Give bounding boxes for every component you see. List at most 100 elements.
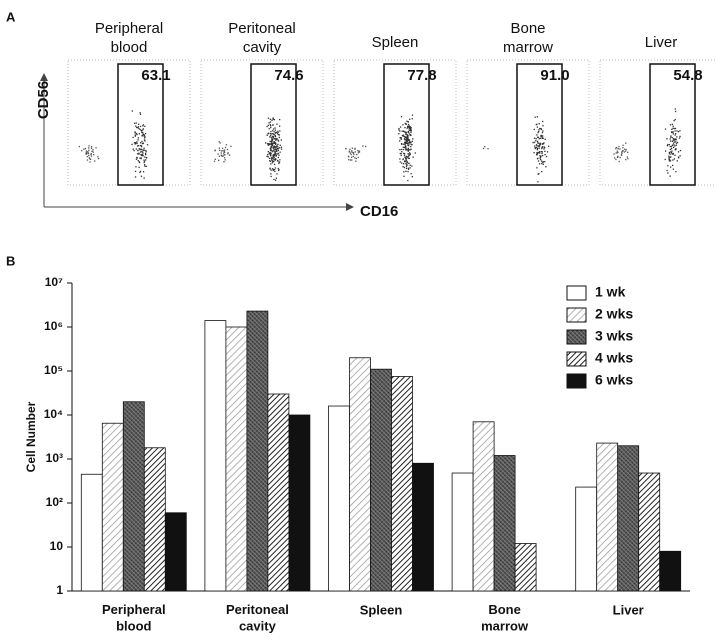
dot bbox=[409, 154, 410, 155]
dot bbox=[277, 133, 278, 134]
dot bbox=[538, 129, 539, 130]
dot bbox=[142, 153, 143, 154]
dot bbox=[670, 146, 671, 147]
bar bbox=[123, 402, 144, 591]
dot bbox=[403, 149, 404, 150]
dot bbox=[140, 142, 141, 143]
dot bbox=[675, 133, 676, 134]
dot bbox=[541, 161, 542, 162]
dot bbox=[138, 124, 139, 125]
dot bbox=[617, 152, 618, 153]
dot bbox=[271, 120, 272, 121]
dot bbox=[677, 142, 678, 143]
dot bbox=[136, 141, 137, 142]
dot bbox=[280, 145, 281, 146]
dot bbox=[409, 119, 410, 120]
dot bbox=[277, 146, 278, 147]
dot bbox=[356, 154, 357, 155]
legend-swatch bbox=[567, 352, 586, 366]
dot bbox=[625, 143, 626, 144]
bar bbox=[452, 473, 473, 591]
dot bbox=[143, 124, 144, 125]
dot bbox=[670, 135, 671, 136]
dot bbox=[536, 167, 537, 168]
dot bbox=[410, 146, 411, 147]
dot bbox=[270, 153, 271, 154]
dot bbox=[277, 132, 278, 133]
dot bbox=[219, 150, 220, 151]
bar bbox=[494, 456, 515, 591]
dot bbox=[270, 135, 271, 136]
dot bbox=[270, 131, 271, 132]
dot bbox=[534, 142, 535, 143]
dot bbox=[405, 136, 406, 137]
dot bbox=[272, 124, 273, 125]
dot bbox=[142, 135, 143, 136]
dot bbox=[271, 147, 272, 148]
dot bbox=[540, 143, 541, 144]
dot bbox=[132, 137, 133, 138]
dot bbox=[273, 148, 274, 149]
dot bbox=[673, 133, 674, 134]
dot bbox=[665, 128, 666, 129]
dot bbox=[544, 161, 545, 162]
dot bbox=[411, 165, 412, 166]
dot bbox=[542, 130, 543, 131]
dot bbox=[403, 147, 404, 148]
dot bbox=[542, 162, 543, 163]
dot bbox=[545, 166, 546, 167]
dot bbox=[281, 147, 282, 148]
dot bbox=[135, 143, 136, 144]
dot bbox=[398, 129, 399, 130]
dot bbox=[278, 170, 279, 171]
x-tick-label: Bonemarrow bbox=[481, 602, 529, 633]
dot bbox=[541, 153, 542, 154]
dot bbox=[404, 142, 405, 143]
dot bbox=[400, 153, 401, 154]
bar bbox=[102, 423, 123, 591]
dot bbox=[408, 149, 409, 150]
dot bbox=[673, 138, 674, 139]
dot bbox=[353, 154, 354, 155]
dot bbox=[412, 157, 413, 158]
dot bbox=[412, 141, 413, 142]
dot bbox=[619, 161, 620, 162]
dot bbox=[268, 125, 269, 126]
dot bbox=[267, 154, 268, 155]
dot bbox=[91, 151, 92, 152]
dot bbox=[275, 133, 276, 134]
dot bbox=[679, 155, 680, 156]
dot bbox=[226, 144, 227, 145]
bar bbox=[618, 446, 639, 591]
dot bbox=[540, 138, 541, 139]
dot bbox=[268, 122, 269, 123]
dot bbox=[483, 148, 484, 149]
dot bbox=[617, 150, 618, 151]
dot bbox=[537, 116, 538, 117]
dot bbox=[538, 160, 539, 161]
dot bbox=[669, 160, 670, 161]
dot bbox=[279, 130, 280, 131]
dot bbox=[88, 147, 89, 148]
dot bbox=[542, 132, 543, 133]
dot bbox=[268, 133, 269, 134]
dot bbox=[222, 156, 223, 157]
dot bbox=[409, 167, 410, 168]
dot bbox=[136, 143, 137, 144]
dot bbox=[279, 137, 280, 138]
dot bbox=[132, 110, 133, 111]
dot bbox=[134, 123, 135, 124]
dot bbox=[222, 150, 223, 151]
dot bbox=[139, 162, 140, 163]
dot bbox=[541, 163, 542, 164]
dot bbox=[625, 149, 626, 150]
dot bbox=[672, 128, 673, 129]
dot bbox=[406, 168, 407, 169]
dot bbox=[274, 152, 275, 153]
dot bbox=[670, 140, 671, 141]
dot bbox=[410, 149, 411, 150]
dot bbox=[229, 154, 230, 155]
dot bbox=[275, 148, 276, 149]
dot bbox=[137, 150, 138, 151]
dots bbox=[214, 117, 282, 180]
